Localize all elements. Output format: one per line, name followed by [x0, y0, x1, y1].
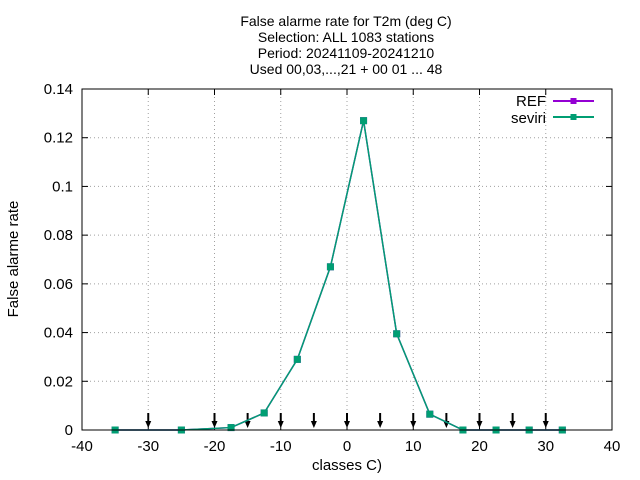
y-tick-label: 0: [65, 422, 73, 439]
y-tick-label: 0.12: [44, 130, 73, 147]
threshold-arrow-head: [476, 421, 483, 428]
y-tick-label: 0.1: [52, 178, 73, 195]
legend: REF seviri: [511, 93, 594, 127]
x-tick-label: 40: [604, 438, 621, 455]
class-threshold-arrows: [145, 413, 549, 428]
y-tick-label: 0.14: [44, 81, 73, 98]
threshold-arrow-head: [542, 421, 549, 428]
grid: [82, 89, 612, 430]
title-line-4: Used 00,03,...,21 + 00 01 ... 48: [250, 61, 443, 77]
threshold-arrow-head: [410, 421, 417, 428]
threshold-arrow-head: [344, 421, 350, 428]
plot-frame: [81, 88, 613, 431]
x-axis-label: classes C): [312, 457, 382, 474]
point-seviri: [227, 424, 235, 432]
y-tick-label: 0.04: [44, 325, 73, 342]
title-line-2: Selection: ALL 1083 stations: [258, 29, 434, 45]
threshold-arrow-head: [310, 421, 317, 428]
y-axis-ticks: 0 0.02 0.04 0.06 0.08 0.1 0.12 0.14: [44, 81, 612, 439]
x-tick-label: 20: [471, 438, 488, 455]
threshold-arrow-head: [277, 421, 284, 428]
point-seviri: [326, 263, 334, 271]
y-tick-label: 0.08: [44, 227, 73, 244]
series-group: [111, 117, 566, 434]
x-tick-label: -10: [270, 438, 292, 455]
legend-label-ref: REF: [516, 93, 546, 110]
threshold-arrow-head: [509, 421, 516, 428]
point-seviri: [360, 117, 368, 125]
series-line-ref: [115, 120, 563, 431]
x-tick-label: 0: [343, 438, 351, 455]
threshold-arrow-head: [211, 421, 218, 428]
x-tick-label: -20: [204, 438, 226, 455]
point-seviri: [393, 330, 401, 338]
threshold-arrow-head: [377, 421, 384, 428]
title-line-1: False alarme rate for T2m (deg C): [240, 13, 451, 29]
y-axis-label: False alarme rate: [5, 201, 22, 318]
legend-marker-seviri: [570, 114, 577, 120]
point-seviri: [293, 355, 301, 363]
threshold-arrow-head: [145, 421, 152, 428]
legend-label-seviri: seviri: [511, 110, 546, 127]
y-tick-label: 0.06: [44, 276, 73, 293]
legend-marker-ref: [570, 98, 577, 104]
x-tick-label: -40: [71, 438, 93, 455]
x-tick-label: 10: [405, 438, 422, 455]
threshold-arrow-head: [244, 421, 251, 428]
title-line-3: Period: 20241109-20241210: [258, 45, 435, 61]
x-tick-label: 30: [537, 438, 554, 455]
point-seviri: [426, 410, 434, 418]
series-line-seviri: [115, 120, 563, 431]
point-seviri: [260, 409, 268, 417]
chart-title: False alarme rate for T2m (deg C) Select…: [240, 13, 451, 77]
y-tick-label: 0.02: [44, 373, 73, 390]
x-axis-ticks: -40 -30 -20 -10 0 10 20 30 40: [71, 89, 620, 455]
x-tick-label: -30: [137, 438, 159, 455]
